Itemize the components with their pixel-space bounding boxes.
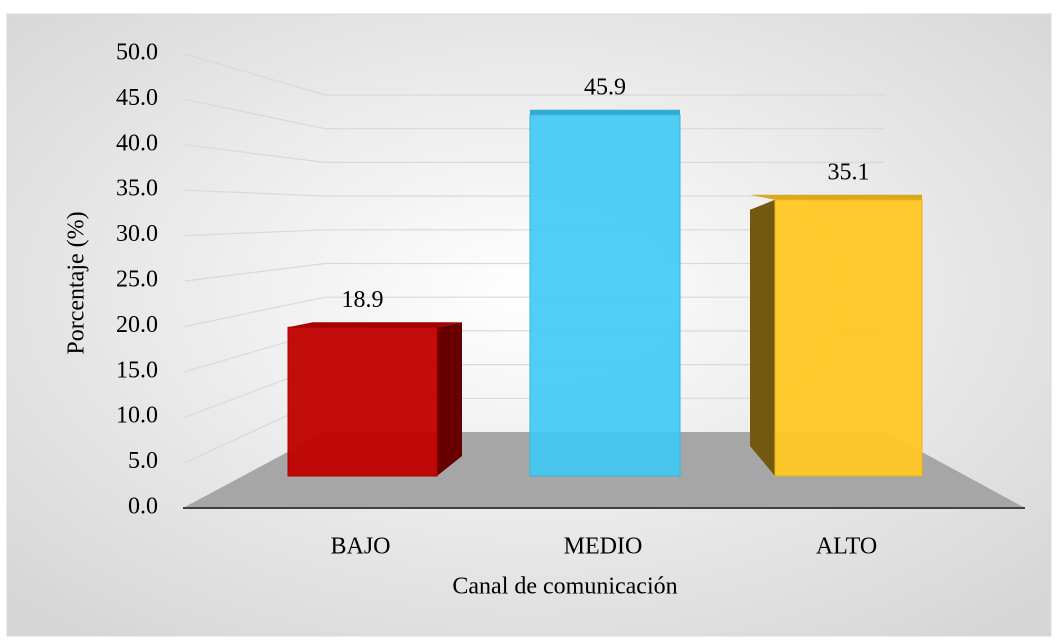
y-tick-label: 20.0: [116, 312, 158, 338]
grid-line: [184, 98, 885, 130]
bar-group: 18.9: [287, 287, 462, 477]
x-tick-label: MEDIO: [564, 534, 643, 560]
data-label: 18.9: [342, 287, 384, 313]
grid-line: [184, 53, 885, 96]
y-tick-label: 40.0: [116, 130, 158, 156]
grid-line: [184, 189, 885, 197]
y-tick-label: 0.0: [128, 494, 158, 520]
bar-top: [288, 322, 462, 328]
bar: [774, 199, 923, 477]
bar-side: [750, 199, 775, 476]
bar-side: [437, 322, 462, 476]
bar-top: [530, 109, 680, 115]
x-tick-label: BAJO: [330, 534, 390, 560]
grid-line: [184, 296, 885, 327]
data-label: 45.9: [584, 74, 626, 100]
x-tick-label: ALTO: [816, 534, 877, 560]
y-tick-label: 5.0: [128, 448, 158, 474]
y-tick-label: 50.0: [116, 40, 158, 66]
y-tick-label: 15.0: [116, 357, 158, 383]
data-label: 35.1: [828, 159, 870, 185]
grid-line: [184, 144, 885, 163]
bar-group: 45.9: [529, 74, 681, 477]
bar-top: [750, 194, 922, 200]
grid-line: [184, 262, 885, 282]
y-tick-label: 10.0: [116, 403, 158, 429]
grid-line: [184, 229, 885, 237]
y-axis-title: Porcentaje (%): [64, 211, 90, 354]
y-tick-label: 45.0: [116, 85, 158, 111]
y-tick-label: 30.0: [116, 221, 158, 247]
y-tick-label: 25.0: [116, 267, 158, 293]
bar: [287, 326, 438, 477]
bar: [529, 114, 681, 477]
y-tick-label: 35.0: [116, 176, 158, 202]
bar-group: 35.1: [750, 159, 923, 477]
x-axis-title: Canal de comunicación: [452, 574, 677, 600]
